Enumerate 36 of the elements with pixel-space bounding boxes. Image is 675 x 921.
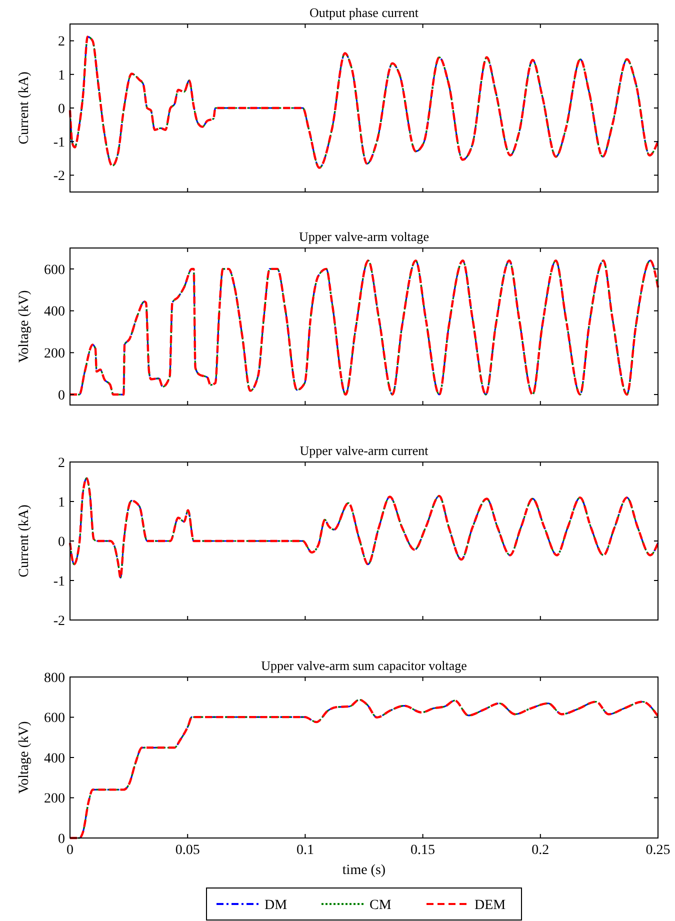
- y-tick-label: 1: [58, 68, 65, 84]
- x-tick-label: 0.1: [296, 843, 314, 858]
- y-tick-label: 800: [44, 670, 65, 686]
- chart-title: Upper valve-arm sum capacitor voltage: [261, 658, 468, 673]
- y-tick-label: -2: [53, 169, 65, 184]
- chart-title: Upper valve-arm voltage: [299, 229, 430, 244]
- y-tick-label: -1: [53, 574, 65, 590]
- y-tick-label: 600: [44, 262, 65, 278]
- legend-label: DM: [264, 898, 288, 913]
- y-tick-label: 200: [44, 792, 65, 807]
- legend-label: DEM: [474, 898, 506, 913]
- y-tick-label: 0: [58, 388, 65, 404]
- legend-label: CM: [370, 898, 392, 913]
- y-tick-label: 0: [58, 102, 65, 117]
- y-tick-label: 0: [58, 832, 65, 847]
- y-tick-label: 400: [44, 751, 65, 766]
- y-tick-label: 200: [44, 346, 65, 362]
- y-tick-label: 600: [44, 711, 65, 726]
- y-axis-title: Current (kA): [17, 504, 32, 578]
- y-axis-title: Current (kA): [17, 71, 32, 144]
- y-tick-label: -2: [53, 614, 65, 629]
- y-tick-label: 0: [58, 534, 65, 550]
- x-tick-label: 0.15: [410, 843, 436, 858]
- x-axis-title: time (s): [342, 863, 386, 878]
- y-tick-label: 400: [44, 304, 65, 320]
- y-axis-title: Voltage (kV): [17, 290, 32, 363]
- x-tick-label: 0.2: [532, 843, 550, 858]
- y-tick-label: 1: [58, 495, 65, 510]
- x-tick-label: 0.05: [175, 843, 200, 858]
- x-tick-label: 0.25: [646, 843, 670, 858]
- y-tick-label: 2: [58, 456, 65, 471]
- chart-title: Upper valve-arm current: [300, 443, 429, 458]
- y-axis-title: Voltage (kV): [17, 720, 32, 794]
- chart-title: Output phase current: [309, 5, 419, 20]
- y-tick-label: 2: [58, 34, 65, 50]
- y-tick-label: -1: [53, 136, 65, 150]
